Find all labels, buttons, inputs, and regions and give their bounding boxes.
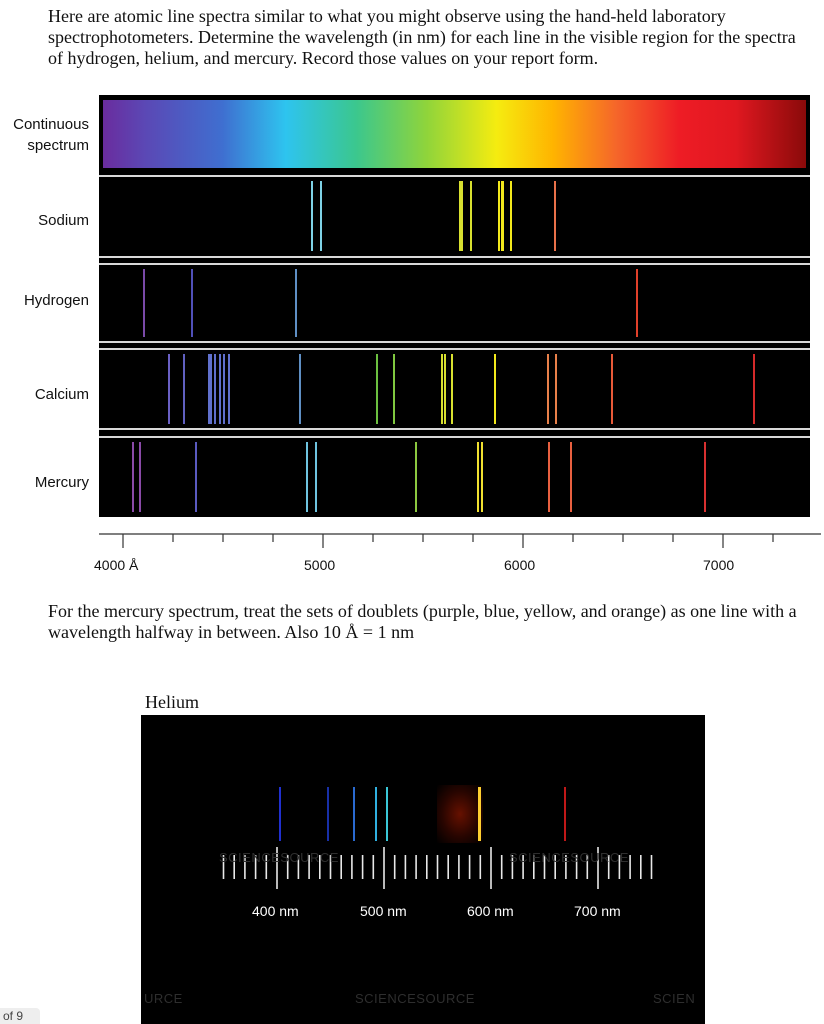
mercury-label: Mercury (34, 474, 89, 491)
watermark-right: SCIEN (653, 991, 696, 1006)
calcium-line (228, 354, 231, 424)
helium-label-500nm: 500 nm (360, 903, 407, 919)
helium-spectrum-photo: SCIENCESOURCE SCIENCESOURCE 400 nm 500 n… (141, 715, 705, 1024)
mercury-line (477, 442, 479, 512)
helium-label-400nm: 400 nm (252, 903, 299, 919)
separator (99, 436, 810, 438)
sodium-line (311, 181, 313, 251)
sodium-line (501, 181, 503, 251)
hydrogen-line (295, 269, 298, 337)
continuous-spectrum-bar (103, 100, 806, 168)
mercury-line (132, 442, 135, 512)
helium-scale (222, 847, 653, 889)
axis-label-6000: 6000 (504, 557, 536, 573)
instructions-paragraph: Here are atomic line spectra similar to … (48, 6, 796, 68)
calcium-line (168, 354, 171, 424)
sodium-line (319, 181, 322, 251)
calcium-line (610, 354, 613, 424)
mercury-line (415, 442, 418, 512)
mercury-line (569, 442, 572, 512)
sodium-line (498, 181, 501, 251)
mercury-line (138, 442, 141, 512)
helium-line (352, 787, 355, 841)
axis-label-7000: 7000 (703, 557, 735, 573)
calcium-line (494, 354, 497, 424)
continuous-spectrum-label: Continuous spectrum (0, 114, 89, 156)
mercury-line (547, 442, 550, 512)
helium-line (563, 787, 566, 841)
calcium-line (298, 354, 301, 424)
calcium-label: Calcium (34, 386, 89, 403)
sodium-line (510, 181, 512, 251)
mercury-line (306, 442, 309, 512)
hydrogen-line (143, 269, 146, 337)
continuous-label-line1: Continuous (13, 116, 89, 133)
calcium-line (547, 354, 550, 424)
axis-label-4000: 4000 Å (94, 557, 139, 573)
sodium-line (553, 181, 556, 251)
calcium-line (376, 354, 378, 424)
calcium-line (752, 354, 755, 424)
sodium-line (502, 181, 505, 251)
separator (99, 348, 810, 350)
mercury-line (704, 442, 707, 512)
calcium-line (214, 354, 216, 424)
watermark-mid: SCIENCESOURCE (355, 991, 475, 1006)
watermark-scale-left: SCIENCESOURCE (219, 850, 339, 865)
helium-line (478, 787, 482, 841)
mercury-line (194, 442, 197, 512)
sodium-label: Sodium (38, 212, 89, 229)
continuous-label-line2: spectrum (27, 137, 89, 154)
calcium-line (208, 354, 210, 424)
calcium-line (443, 354, 446, 424)
calcium-line (392, 354, 395, 424)
sodium-line (460, 181, 463, 251)
wavelength-axis: 4000 Å 5000 6000 7000 (94, 528, 821, 588)
separator (99, 256, 810, 258)
separator (99, 428, 810, 430)
calcium-line (210, 354, 212, 424)
helium-line (327, 787, 330, 841)
separator (99, 341, 810, 343)
hydrogen-line (191, 269, 193, 337)
separator (99, 175, 810, 177)
axis-ticks (99, 533, 821, 548)
separator (99, 263, 810, 265)
watermark-left: URCE (144, 991, 183, 1006)
helium-line (279, 787, 282, 841)
mercury-note-paragraph: For the mercury spectrum, treat the sets… (48, 601, 797, 642)
calcium-line (451, 354, 453, 424)
calcium-line (222, 354, 225, 424)
helium-line (386, 787, 389, 841)
helium-label-600nm: 600 nm (467, 903, 514, 919)
calcium-line (555, 354, 558, 424)
calcium-line (183, 354, 186, 424)
axis-label-5000: 5000 (304, 557, 336, 573)
mercury-line (315, 442, 317, 512)
spectra-panel (99, 95, 810, 517)
calcium-line (440, 354, 443, 424)
sodium-line (470, 181, 473, 251)
helium-label-700nm: 700 nm (574, 903, 621, 919)
orange-glow (437, 785, 483, 843)
mercury-line (481, 442, 484, 512)
page-indicator: of 9 (0, 1008, 40, 1024)
helium-line (375, 787, 378, 841)
sodium-line (459, 181, 462, 251)
calcium-line (218, 354, 221, 424)
hydrogen-line (635, 269, 638, 337)
watermark-scale-right: SCIENCESOURCE (509, 850, 629, 865)
helium-title: Helium (145, 692, 199, 712)
hydrogen-label: Hydrogen (23, 292, 89, 309)
